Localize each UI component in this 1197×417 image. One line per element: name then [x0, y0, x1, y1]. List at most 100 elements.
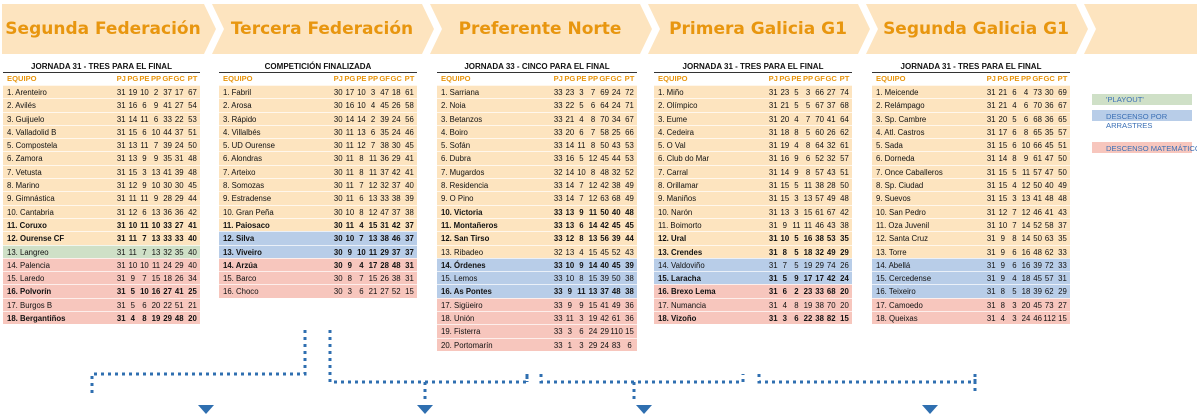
team-name: 15. Lemos [441, 274, 478, 284]
stat-cell: 7 [370, 141, 376, 151]
stat-cell: 27 [174, 220, 184, 230]
team-name: 15. Laredo [7, 274, 45, 284]
stat-cell: 7 [142, 247, 147, 257]
stat-cell: 31 [116, 154, 126, 164]
team-name: 11. Coruxo [7, 220, 47, 230]
table-row: 15. Lemos 33 10 8 15 39 50 38 [437, 271, 637, 285]
stat-cell: 10 [565, 260, 575, 270]
table-row: 4. Cedeira 31 18 8 5 60 26 62 [654, 124, 852, 139]
table-row: 9. Gimnástica 31 11 11 9 28 29 44 [3, 191, 200, 205]
stat-cell: 3 [1012, 314, 1017, 324]
stat-cell: 8 [1012, 234, 1017, 244]
stat-cell: 30 [333, 260, 343, 270]
stat-cell: 52 [1033, 220, 1042, 230]
stat-cell: 11 [128, 247, 137, 257]
arrow-down-icon [198, 405, 214, 414]
stat-cell: 12 [588, 194, 598, 204]
stat-cell: 45 [380, 101, 389, 111]
stat-cell: 33 [553, 194, 563, 204]
stat-cell: 13 [565, 207, 575, 217]
stat-cell: 6 [1012, 247, 1017, 257]
league-title: Tercera Federación [230, 19, 414, 39]
stat-cell: 3 [579, 88, 584, 97]
stat-cell: 30 [333, 141, 343, 151]
team-name: 1. Sarriana [441, 88, 480, 97]
stat-cell: 11 [140, 114, 149, 124]
stat-cell: 30 [333, 207, 343, 217]
stat-cell: 47 [1044, 154, 1054, 164]
stat-cell: 11 [803, 220, 813, 230]
stat-cell: 18 [391, 88, 401, 97]
stat-cell: 9 [567, 287, 572, 297]
stat-cell: 41 [405, 154, 414, 164]
stat-cell: 6 [142, 300, 147, 310]
table-row: 9. Suevos 31 15 3 13 41 48 48 [872, 191, 1070, 205]
stat-cell: 9 [1000, 274, 1005, 284]
stat-cell: 38 [391, 274, 401, 284]
stat-cell: 5 [794, 181, 799, 191]
stat-cell: 40 [188, 247, 197, 257]
stat-cell: 45 [1033, 300, 1042, 310]
stat-cell: 10 [998, 220, 1008, 230]
table-row: 12. Ural 31 10 5 16 38 53 35 [654, 231, 852, 245]
stat-cell: 23 [803, 287, 813, 297]
stat-cell: 3 [579, 314, 584, 324]
stat-cell: 38 [815, 181, 824, 191]
stat-cell: 21 [780, 101, 790, 111]
stat-cell: 9 [579, 300, 584, 310]
stat-cell: 39 [380, 114, 389, 124]
stat-cell: 31 [768, 114, 778, 124]
team-name: 9. Estradense [223, 194, 272, 204]
stat-cell: 82 [826, 314, 836, 324]
stat-cell: 10 [151, 181, 161, 191]
team-name: 3. Sp. Cambre [876, 114, 927, 124]
table-row: 11. Montañeros 33 13 6 14 42 45 45 [437, 217, 637, 232]
team-name: 12. Silva [223, 234, 255, 244]
table-row: 6. Alondras 30 11 8 11 36 29 41 [219, 151, 417, 165]
table-row: 6. Dubra 33 16 5 12 45 44 53 [437, 151, 637, 165]
stat-cell: 43 [625, 247, 634, 257]
stat-cell: 52 [391, 287, 401, 297]
table-row: 5. Sada 31 15 6 10 66 45 51 [872, 138, 1070, 152]
stat-cell: 29 [840, 247, 849, 257]
stat-cell: 11 [140, 194, 149, 204]
column-header: PE [791, 74, 802, 83]
team-name: 11. Montañeros [441, 220, 498, 230]
stat-cell: 32 [826, 154, 836, 164]
stat-cell: 9 [142, 154, 147, 164]
column-header: PT [624, 74, 635, 83]
stat-cell: 7 [579, 181, 584, 191]
stat-cell: 31 [116, 287, 126, 297]
stat-cell: 61 [1033, 154, 1042, 164]
stat-cell: 52 [815, 154, 824, 164]
stat-cell: 74 [840, 88, 849, 97]
stat-cell: 11 [792, 220, 801, 230]
team-name: 7. Once Caballeros [876, 167, 943, 177]
table-subtitle: JORNADA 31 - TRES PARA EL FINAL [654, 62, 852, 73]
stat-cell: 31 [986, 141, 996, 151]
stat-cell: 31 [768, 88, 778, 97]
team-name: 18. Vizoño [658, 314, 697, 324]
stat-cell: 67 [188, 88, 197, 97]
stat-cell: 7 [1012, 207, 1017, 217]
stat-cell: 43 [826, 167, 836, 177]
stat-cell: 30 [333, 220, 343, 230]
stat-cell: 50 [600, 207, 609, 217]
stat-cell: 43 [826, 220, 836, 230]
stat-cell: 7 [142, 234, 147, 244]
stat-cell: 19 [803, 300, 813, 310]
stat-cell: 9 [579, 207, 584, 217]
league-title: Preferente Norte [458, 19, 622, 39]
team-name: 14. Valdoviño [658, 260, 705, 270]
team-name: 3. Rápido [223, 114, 257, 124]
stat-cell: 33 [553, 127, 563, 137]
stat-cell: 9 [1000, 234, 1005, 244]
stat-cell: 9 [130, 274, 135, 284]
legend-swatch [1092, 94, 1192, 105]
stat-cell: 67 [815, 101, 824, 111]
stat-cell: 49 [826, 194, 836, 204]
stat-cell: 3 [347, 287, 352, 297]
table-row: 14. Órdenes 33 10 9 14 40 45 39 [437, 257, 637, 272]
stat-cell: 61 [405, 88, 414, 97]
table-row: 5. Compostela 31 13 11 7 39 24 50 [3, 138, 200, 152]
